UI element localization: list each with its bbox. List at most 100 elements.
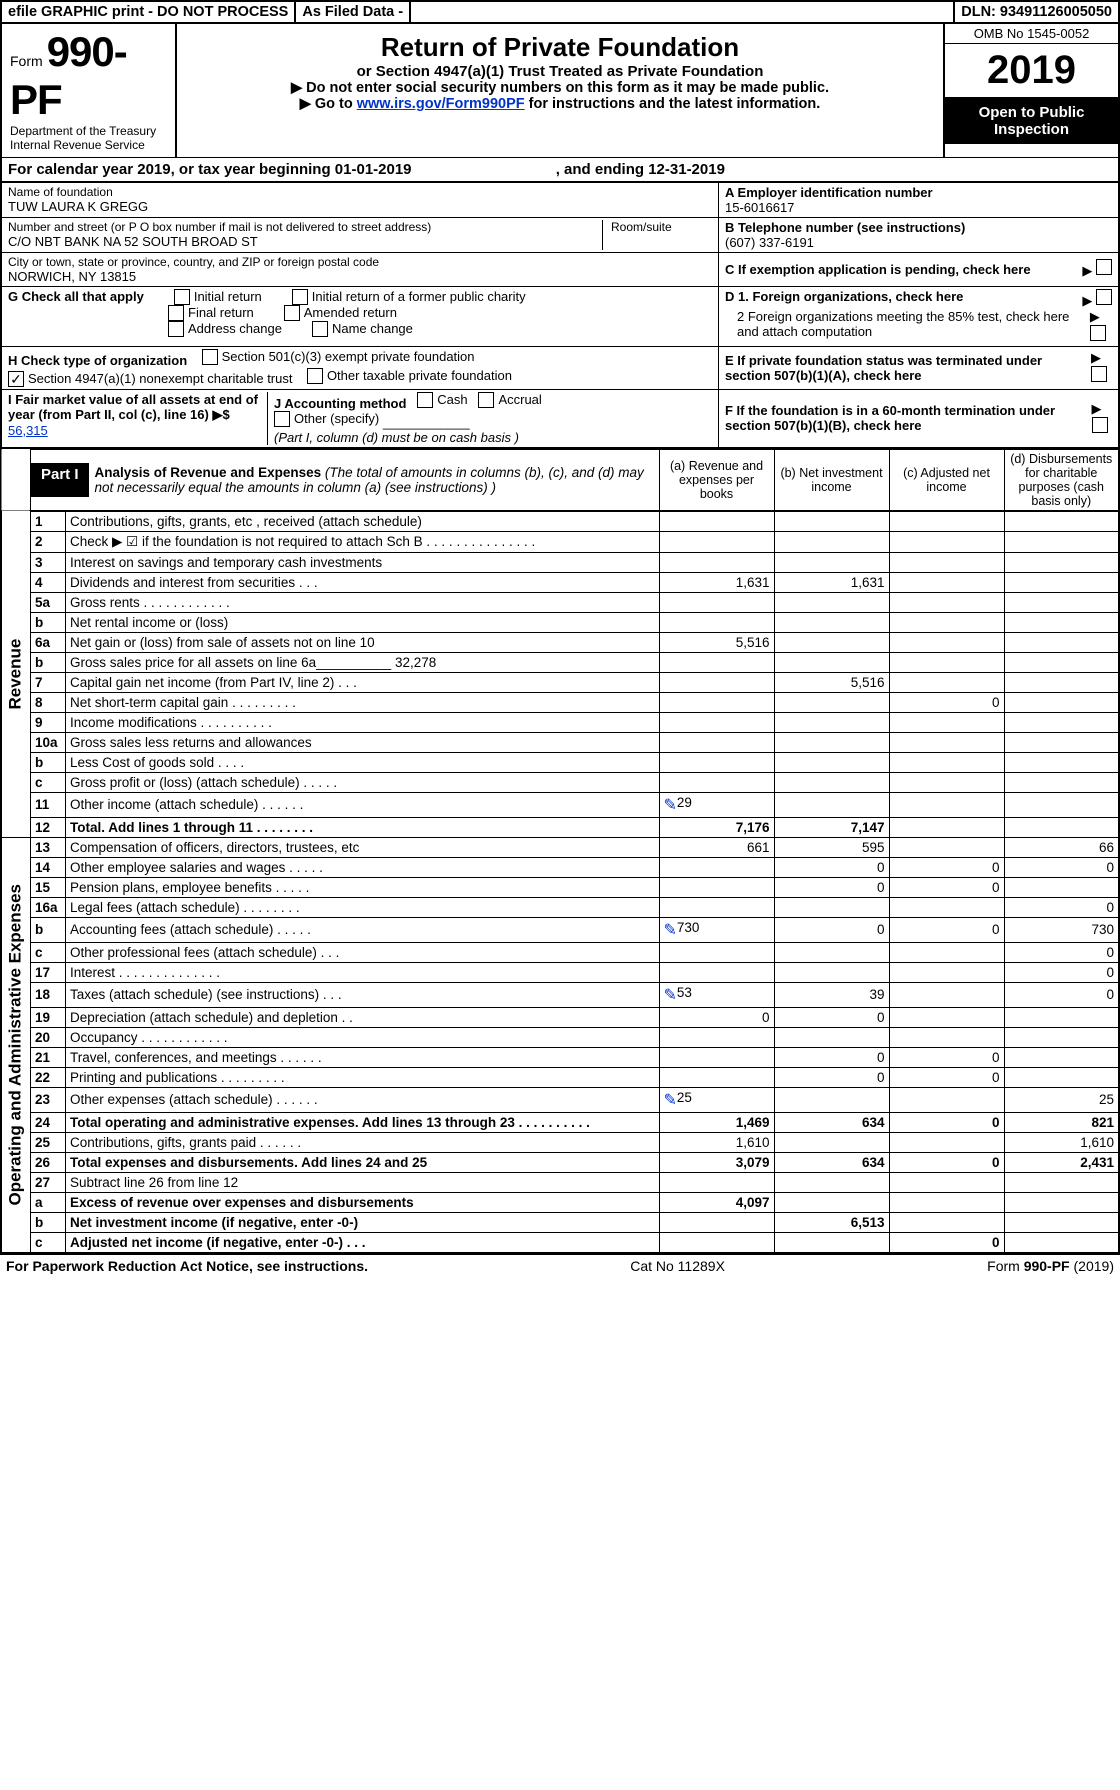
cell-b [774, 752, 889, 772]
cell-b: 0 [774, 917, 889, 942]
c-exemption: C If exemption application is pending, c… [725, 262, 1031, 277]
checkbox-final[interactable] [168, 305, 184, 321]
checkbox-other-tax[interactable] [307, 368, 323, 384]
row-number: 7 [31, 672, 66, 692]
cell-d: 25 [1004, 1087, 1119, 1112]
cell-d [1004, 1212, 1119, 1232]
checkbox-name-change[interactable] [312, 321, 328, 337]
cell-c [889, 792, 1004, 817]
checkbox-d1[interactable] [1096, 289, 1112, 305]
cell-b: 39 [774, 982, 889, 1007]
row-number: 18 [31, 982, 66, 1007]
row-label: Adjusted net income (if negative, enter … [66, 1232, 660, 1253]
checkbox-other-method[interactable] [274, 411, 290, 427]
cell-a: 25 [659, 1087, 774, 1112]
attach-icon[interactable] [664, 1090, 677, 1110]
checkbox-addr-change[interactable] [168, 321, 184, 337]
checkbox-accrual[interactable] [478, 392, 494, 408]
checkbox-initial-former[interactable] [292, 289, 308, 305]
cell-d [1004, 511, 1119, 532]
cell-b [774, 732, 889, 752]
row-label: Other income (attach schedule) . . . . .… [66, 792, 660, 817]
cell-d [1004, 1067, 1119, 1087]
cell-a: 1,610 [659, 1132, 774, 1152]
cell-a [659, 772, 774, 792]
cell-a: 0 [659, 1007, 774, 1027]
cell-c: 0 [889, 1112, 1004, 1132]
cell-d [1004, 592, 1119, 612]
asfiled-label: As Filed Data - [296, 2, 411, 22]
cell-d [1004, 1172, 1119, 1192]
section-label: Revenue [1, 511, 31, 838]
form-subtitle: or Section 4947(a)(1) Trust Treated as P… [181, 63, 939, 80]
cell-c [889, 612, 1004, 632]
checkbox-501c3[interactable] [202, 349, 218, 365]
section-label: Operating and Administrative Expenses [1, 837, 31, 1253]
checkbox-e[interactable] [1091, 366, 1107, 382]
row-label: Subtract line 26 from line 12 [66, 1172, 660, 1192]
cell-b [774, 612, 889, 632]
footer: For Paperwork Reduction Act Notice, see … [0, 1254, 1120, 1277]
row-label: Capital gain net income (from Part IV, l… [66, 672, 660, 692]
year-cell: OMB No 1545-0052 2019 Open to Public Ins… [943, 24, 1118, 157]
cell-c [889, 962, 1004, 982]
cell-a [659, 692, 774, 712]
row-label: Gross sales price for all assets on line… [66, 652, 660, 672]
cell-b: 6,513 [774, 1212, 889, 1232]
form-title: Return of Private Foundation [181, 32, 939, 63]
cell-d: 0 [1004, 897, 1119, 917]
name-label: Name of foundation [8, 185, 712, 199]
attach-icon[interactable] [664, 920, 677, 940]
irs-link[interactable]: www.irs.gov/Form990PF [357, 96, 525, 112]
row-label: Travel, conferences, and meetings . . . … [66, 1047, 660, 1067]
cell-a [659, 732, 774, 752]
checkbox-c[interactable] [1096, 259, 1112, 275]
row-number: 20 [31, 1027, 66, 1047]
checkbox-f[interactable] [1092, 417, 1108, 433]
cell-b [774, 1172, 889, 1192]
cell-c: 0 [889, 1232, 1004, 1253]
row-label: Pension plans, employee benefits . . . .… [66, 877, 660, 897]
attach-icon[interactable] [664, 795, 677, 815]
checkbox-initial[interactable] [174, 289, 190, 305]
cell-a [659, 1067, 774, 1087]
row-number: c [31, 1232, 66, 1253]
row-label: Less Cost of goods sold . . . . [66, 752, 660, 772]
row-label: Net gain or (loss) from sale of assets n… [66, 632, 660, 652]
cell-c [889, 632, 1004, 652]
row-number: 27 [31, 1172, 66, 1192]
cell-b: 595 [774, 837, 889, 857]
main-header: Form 990-PF Department of the Treasury I… [0, 24, 1120, 157]
cell-d: 0 [1004, 982, 1119, 1007]
row-number: 10a [31, 732, 66, 752]
cell-b: 0 [774, 1007, 889, 1027]
row-label: Depreciation (attach schedule) and deple… [66, 1007, 660, 1027]
cell-c: 0 [889, 1152, 1004, 1172]
foundation-name: TUW LAURA K GREGG [8, 199, 712, 214]
cell-b: 1,631 [774, 572, 889, 592]
row-label: Net short-term capital gain . . . . . . … [66, 692, 660, 712]
checkbox-cash[interactable] [417, 392, 433, 408]
cell-c [889, 552, 1004, 572]
cell-c [889, 672, 1004, 692]
checkbox-amended[interactable] [284, 305, 300, 321]
row-number: 15 [31, 877, 66, 897]
cell-d [1004, 652, 1119, 672]
cell-c [889, 1192, 1004, 1212]
cell-d [1004, 1027, 1119, 1047]
cell-c [889, 511, 1004, 532]
row-number: 8 [31, 692, 66, 712]
row-label: Interest on savings and temporary cash i… [66, 552, 660, 572]
attach-icon[interactable] [664, 985, 677, 1005]
d1-label: D 1. Foreign organizations, check here [725, 289, 963, 309]
cell-b [774, 531, 889, 552]
cell-d: 66 [1004, 837, 1119, 857]
dln-label: DLN: 93491126005050 [955, 2, 1118, 22]
cell-d [1004, 692, 1119, 712]
checkbox-4947[interactable] [8, 371, 24, 387]
checkbox-d2[interactable] [1090, 325, 1106, 341]
cell-d [1004, 612, 1119, 632]
cell-c [889, 982, 1004, 1007]
cell-a: 661 [659, 837, 774, 857]
city-value: NORWICH, NY 13815 [8, 269, 712, 284]
